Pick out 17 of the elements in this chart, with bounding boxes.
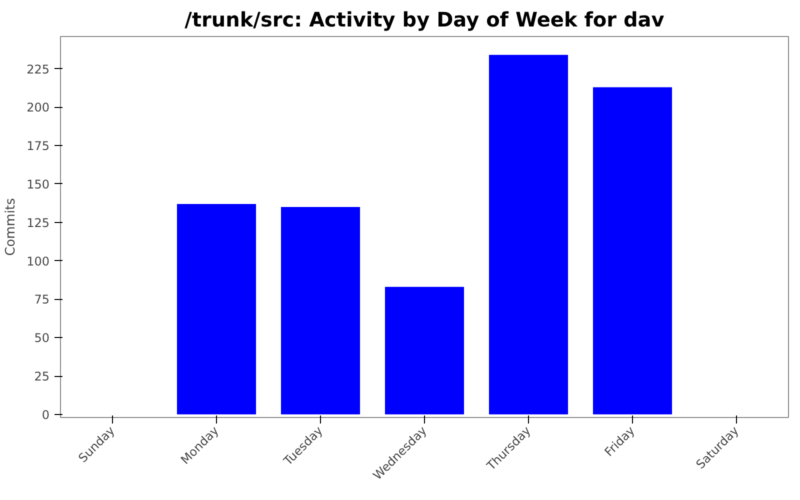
bar — [592, 87, 672, 414]
y-axis-title: Commits — [4, 198, 19, 256]
y-tick-label: 175 — [26, 139, 50, 154]
bar — [280, 207, 360, 414]
y-tick-label: 100 — [26, 254, 50, 268]
chart-title: /trunk/src: Activity by Day of Week for dav — [184, 8, 664, 32]
bar — [488, 54, 568, 414]
bar — [176, 204, 256, 414]
y-tick-label: 200 — [26, 100, 50, 115]
y-tick-label: 25 — [34, 370, 50, 384]
y-tick-label: 150 — [26, 177, 50, 192]
y-tick-label: 0 — [42, 408, 50, 422]
y-tick-label: 50 — [34, 331, 50, 346]
y-tick-label: 225 — [26, 62, 50, 76]
y-tick-label: 125 — [26, 216, 50, 230]
bar — [384, 286, 464, 414]
y-tick-label: 75 — [34, 292, 50, 307]
